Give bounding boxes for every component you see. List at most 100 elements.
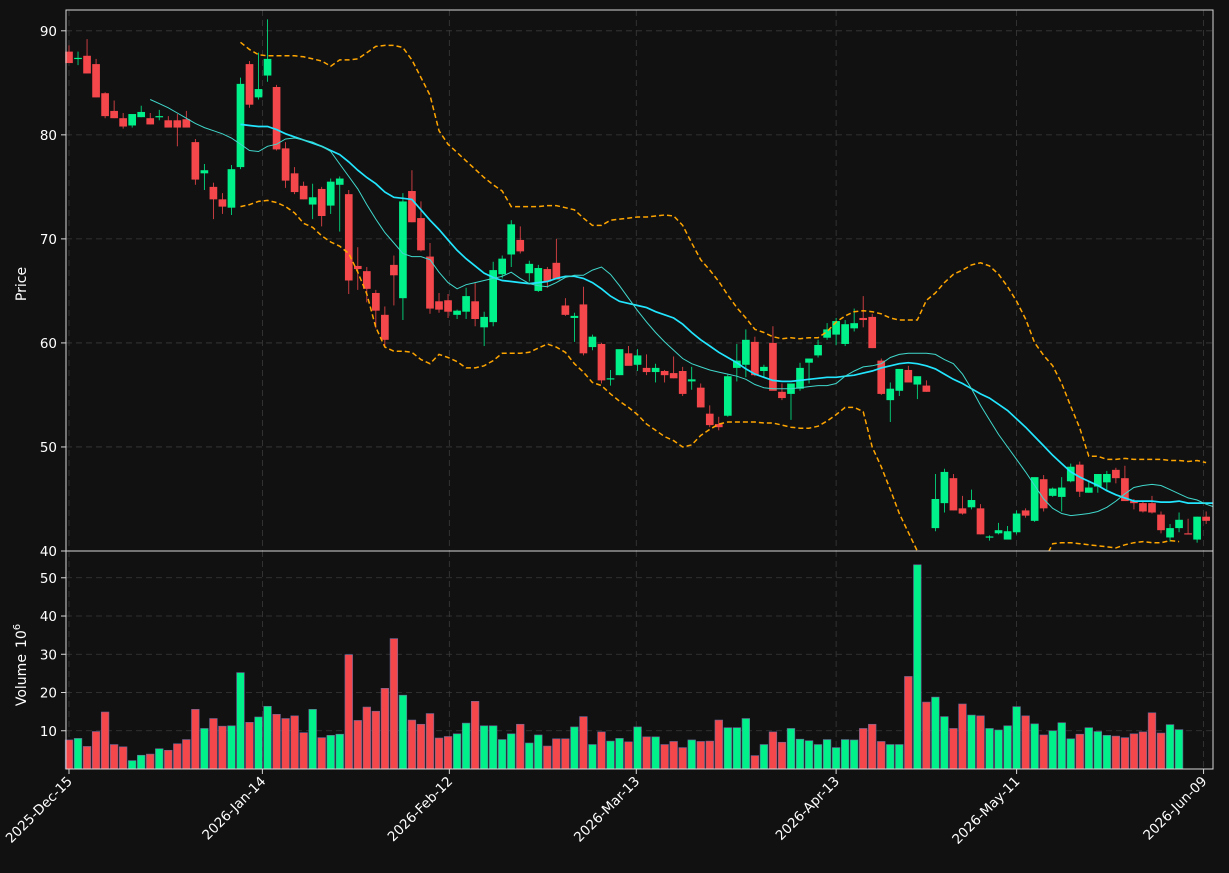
volume-bar bbox=[218, 725, 227, 770]
candle-body-down bbox=[778, 391, 786, 399]
candle-body-up bbox=[832, 321, 840, 335]
candle-body-down bbox=[868, 316, 877, 349]
candle-body-down bbox=[65, 51, 73, 64]
volume-bar bbox=[624, 741, 633, 770]
volume-panel-frame bbox=[65, 550, 1214, 770]
volume-tick-label: 30 bbox=[40, 647, 57, 663]
candle-body-down bbox=[381, 314, 389, 340]
volume-bar bbox=[561, 738, 570, 770]
candle-body-up bbox=[805, 358, 813, 363]
volume-bar bbox=[272, 714, 281, 770]
candle-body-up bbox=[254, 89, 263, 98]
price-tick-label: 60 bbox=[40, 336, 57, 352]
candle-body-up bbox=[994, 530, 1003, 534]
candle-body-up bbox=[128, 114, 137, 126]
volume-bar bbox=[904, 676, 913, 770]
volume-bar bbox=[967, 714, 976, 770]
volume-bar bbox=[759, 744, 769, 770]
candle-body-up bbox=[1066, 466, 1075, 482]
candle-body-up bbox=[200, 170, 209, 174]
candle-body-up bbox=[263, 58, 272, 76]
x-tick-label: 2026-Jan-14 bbox=[199, 774, 269, 844]
volume-bar bbox=[976, 715, 985, 770]
candle-body-up bbox=[886, 388, 895, 401]
volume-bar bbox=[263, 705, 272, 770]
volume-bar bbox=[371, 710, 380, 770]
candle-body-down bbox=[417, 218, 425, 251]
volume-bar bbox=[597, 731, 606, 770]
volume-bar bbox=[1147, 712, 1157, 770]
candle-body-down bbox=[191, 142, 200, 180]
candle-body-down bbox=[1139, 503, 1147, 512]
candle-body-up bbox=[534, 268, 543, 291]
volume-bar bbox=[1003, 725, 1012, 770]
volume-bar bbox=[1129, 733, 1139, 770]
candle-body-up bbox=[633, 355, 642, 365]
volume-bar bbox=[660, 744, 669, 770]
candle-body-down bbox=[317, 188, 326, 216]
candle-body-down bbox=[426, 256, 434, 309]
candle-body-up bbox=[399, 201, 407, 299]
candle-body-down bbox=[353, 265, 362, 270]
price-tick-label: 80 bbox=[40, 128, 57, 144]
candle-body-down bbox=[1157, 514, 1165, 531]
volume-bar bbox=[1156, 732, 1166, 770]
candle-body-up bbox=[588, 336, 597, 348]
candle-body-down bbox=[597, 343, 606, 381]
candle-body-down bbox=[173, 120, 182, 128]
volume-bar bbox=[498, 739, 507, 770]
volume-bar bbox=[786, 728, 796, 770]
volume-bar bbox=[651, 736, 660, 770]
volume-bar bbox=[1066, 738, 1075, 770]
volume-bar bbox=[850, 739, 859, 770]
candle-body-down bbox=[146, 118, 155, 125]
candle-body-up bbox=[1193, 516, 1201, 540]
volume-bar bbox=[443, 736, 453, 770]
candle-body-down bbox=[624, 353, 633, 366]
candle-body-up bbox=[74, 57, 82, 60]
candle-body-up bbox=[570, 315, 579, 318]
candle-body-down bbox=[1202, 516, 1210, 521]
candle-body-up bbox=[1003, 531, 1012, 540]
volume-bar bbox=[804, 740, 814, 770]
candle-body-up bbox=[841, 324, 849, 344]
candle-body-down bbox=[344, 194, 353, 281]
volume-bar bbox=[940, 716, 949, 770]
volume-bar bbox=[182, 739, 191, 770]
candle-body-up bbox=[742, 339, 750, 365]
bollinger-upper-line bbox=[240, 41, 1207, 464]
volume-bar bbox=[895, 744, 904, 770]
candle-body-up bbox=[498, 258, 507, 275]
volume-bar bbox=[687, 739, 696, 770]
volume-bar bbox=[380, 688, 390, 770]
x-tick-label: 2026-Apr-13 bbox=[773, 774, 843, 844]
volume-bar bbox=[534, 734, 543, 770]
candle-body-up bbox=[723, 376, 732, 416]
sma-10-line bbox=[149, 99, 1213, 517]
volume-bar bbox=[1021, 715, 1030, 770]
volume-bar bbox=[822, 739, 832, 770]
volume-bar bbox=[705, 740, 714, 770]
candle-body-down bbox=[922, 385, 931, 392]
volume-bar bbox=[489, 725, 498, 770]
volume-bar bbox=[335, 733, 344, 770]
volume-bar bbox=[696, 741, 705, 770]
candle-body-up bbox=[615, 349, 624, 376]
x-tick-label: 2025-Dec-15 bbox=[3, 774, 76, 847]
volume-bar bbox=[137, 754, 146, 770]
volume-bar bbox=[236, 672, 245, 770]
candle-body-down bbox=[110, 110, 118, 119]
candle-body-up bbox=[985, 536, 994, 538]
volume-tick-label: 20 bbox=[40, 686, 57, 702]
volume-bar bbox=[1039, 734, 1048, 770]
volume-bar bbox=[191, 709, 200, 770]
volume-bar bbox=[1111, 735, 1121, 770]
candle-body-down bbox=[83, 55, 91, 74]
volume-bar bbox=[461, 722, 471, 770]
volume-bar bbox=[507, 733, 516, 770]
candle-body-down bbox=[362, 271, 371, 289]
candle-body-down bbox=[119, 118, 127, 127]
candle-body-down bbox=[101, 93, 109, 117]
candle-body-down bbox=[164, 120, 173, 128]
